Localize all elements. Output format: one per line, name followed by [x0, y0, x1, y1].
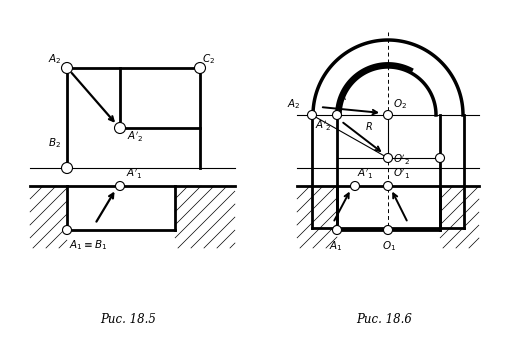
Text: $A'_1$: $A'_1$ [126, 167, 143, 181]
Text: Рис. 18.6: Рис. 18.6 [355, 313, 412, 326]
Circle shape [384, 110, 393, 119]
Polygon shape [337, 186, 440, 248]
Circle shape [333, 110, 341, 119]
Circle shape [384, 181, 393, 190]
Text: $R$: $R$ [339, 90, 347, 102]
Text: $O'_1$: $O'_1$ [393, 167, 410, 181]
Circle shape [195, 62, 206, 73]
Polygon shape [297, 186, 337, 248]
Polygon shape [440, 186, 479, 248]
Text: $A_2$: $A_2$ [48, 52, 62, 66]
Text: Рис. 18.5: Рис. 18.5 [100, 313, 156, 326]
Polygon shape [67, 186, 175, 248]
Text: $C_2$: $C_2$ [203, 52, 216, 66]
Text: $O_2$: $O_2$ [393, 97, 407, 111]
Circle shape [115, 181, 125, 190]
Circle shape [435, 154, 445, 162]
Text: $A'_2$: $A'_2$ [127, 130, 144, 144]
Polygon shape [30, 186, 67, 248]
Circle shape [307, 110, 316, 119]
Circle shape [333, 226, 341, 235]
Text: $A_1$: $A_1$ [329, 239, 343, 253]
Text: $O_1$: $O_1$ [382, 239, 396, 253]
Circle shape [62, 162, 73, 174]
Text: $A'_1$: $A'_1$ [357, 167, 374, 181]
Text: $A'_2$: $A'_2$ [315, 119, 332, 133]
Circle shape [63, 226, 72, 235]
Circle shape [62, 62, 73, 73]
Circle shape [384, 154, 393, 162]
Text: $O'_2$: $O'_2$ [393, 153, 410, 167]
Text: $A_2$: $A_2$ [287, 97, 300, 111]
Circle shape [384, 226, 393, 235]
Circle shape [114, 122, 125, 134]
Text: $A_1{\equiv}B_1$: $A_1{\equiv}B_1$ [69, 238, 108, 252]
Polygon shape [175, 186, 235, 248]
Circle shape [350, 181, 360, 190]
Text: $B_2$: $B_2$ [48, 136, 61, 150]
Text: $R$: $R$ [365, 120, 373, 132]
